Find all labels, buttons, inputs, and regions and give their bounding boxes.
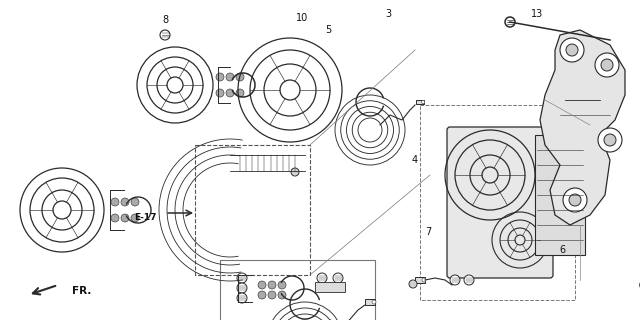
Circle shape	[216, 73, 224, 81]
Circle shape	[566, 44, 578, 56]
Bar	[365, 299, 375, 305]
Circle shape	[131, 198, 139, 206]
Text: FR.: FR.	[72, 286, 92, 296]
Circle shape	[317, 273, 327, 283]
Circle shape	[604, 134, 616, 146]
Text: 5: 5	[325, 25, 331, 35]
Polygon shape	[540, 30, 625, 225]
Circle shape	[598, 128, 622, 152]
Bar	[315, 282, 345, 292]
Circle shape	[409, 280, 417, 288]
Circle shape	[333, 273, 343, 283]
Circle shape	[595, 53, 619, 77]
Circle shape	[121, 198, 129, 206]
Text: 7: 7	[425, 227, 431, 237]
Circle shape	[278, 281, 286, 289]
Bar	[195, 145, 310, 275]
Circle shape	[111, 198, 119, 206]
Circle shape	[601, 59, 613, 71]
Circle shape	[131, 214, 139, 222]
Circle shape	[237, 283, 247, 293]
Bar	[420, 105, 575, 300]
Text: 6: 6	[559, 245, 565, 255]
FancyBboxPatch shape	[447, 127, 553, 278]
Circle shape	[569, 194, 581, 206]
Circle shape	[422, 100, 425, 104]
Circle shape	[560, 38, 584, 62]
Circle shape	[160, 30, 170, 40]
Circle shape	[464, 275, 474, 285]
Circle shape	[237, 273, 247, 283]
Circle shape	[236, 73, 244, 81]
Circle shape	[121, 214, 129, 222]
Circle shape	[258, 291, 266, 299]
Text: 10: 10	[296, 13, 308, 23]
Circle shape	[372, 300, 376, 304]
Circle shape	[268, 291, 276, 299]
Text: 13: 13	[531, 9, 543, 19]
Circle shape	[268, 281, 276, 289]
Circle shape	[563, 188, 587, 212]
Circle shape	[450, 275, 460, 285]
Circle shape	[505, 17, 515, 27]
Circle shape	[111, 214, 119, 222]
Circle shape	[236, 89, 244, 97]
Circle shape	[216, 89, 224, 97]
Circle shape	[237, 293, 247, 303]
Circle shape	[422, 278, 426, 282]
Bar	[535, 135, 585, 255]
Text: 4: 4	[412, 155, 418, 165]
Circle shape	[226, 89, 234, 97]
Bar	[416, 100, 424, 104]
Circle shape	[226, 73, 234, 81]
Circle shape	[278, 291, 286, 299]
Bar	[220, 260, 375, 320]
Bar	[415, 277, 425, 283]
Text: 3: 3	[385, 9, 391, 19]
Text: 8: 8	[162, 15, 168, 25]
Text: E-17: E-17	[134, 212, 156, 221]
Circle shape	[291, 168, 299, 176]
Circle shape	[258, 281, 266, 289]
